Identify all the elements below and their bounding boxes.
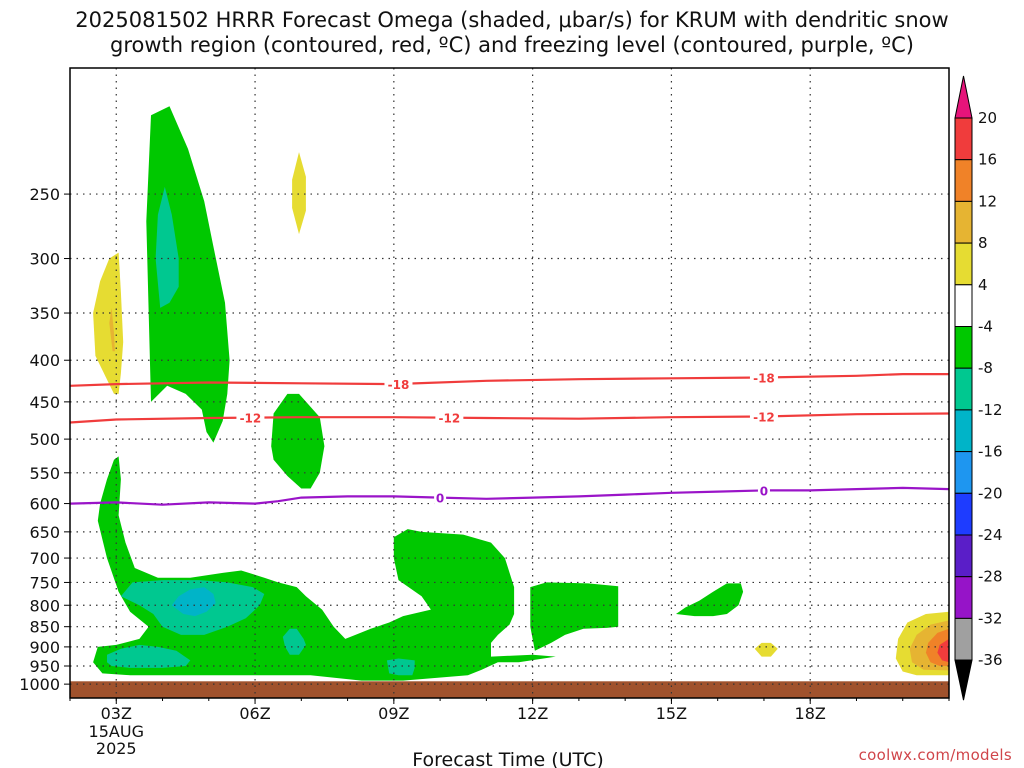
y-tick-label-550: 550 [29,464,60,483]
colorbar-box-4 [954,284,973,327]
colorbar-label-2: 12 [978,192,997,210]
colorbar-box-5 [954,326,973,369]
contour-label--12-0: -12 [240,412,262,426]
colorbar-label-5: -4 [978,318,993,336]
omega-region-5 [271,393,325,489]
omega-shading-layer [70,106,949,698]
colorbar-label-4: 4 [978,276,988,294]
colorbar-bottom-arrow [954,659,973,701]
colorbar-box-9 [954,492,973,536]
colorbar-label-8: -16 [978,443,1003,461]
y-tick-label-250: 250 [29,185,60,204]
chart-title-line2: growth region (contoured, red, ºC) and f… [110,33,914,57]
ground-fill [70,681,949,698]
colorbar-label-13: -36 [978,651,1003,669]
omega-region-1 [155,186,179,308]
colorbar: 20 16 12 8 4 -4 -8 -12 -16 -20 -24 -28 -32 -36 [954,75,1003,701]
contour-label-bg--12-1 [435,410,464,425]
x-tick-label-03Z: 03Z [101,704,132,723]
date-label-1: 2025 [96,739,137,758]
y-tick-label-300: 300 [29,250,60,269]
y-tick-label-450: 450 [29,393,60,412]
contour-layer: -18 -18 -12 -12 -12 0 0 [69,370,950,506]
colorbar-box-1 [954,159,973,202]
omega-region-3 [93,252,124,394]
x-tick-label-12Z: 12Z [517,704,548,723]
x-tick-label-15Z: 15Z [656,704,687,723]
colorbar-label-0: 20 [978,109,997,127]
omega-region-11 [386,658,415,676]
omega-region-10 [282,628,306,655]
contour-line--18 [69,373,949,387]
y-tick-label-750: 750 [29,573,60,592]
contour-label-bg--12-2 [749,409,778,424]
axes-layer: 2503003504004505005506006507007508008509… [19,67,950,758]
y-tick-label-850: 850 [29,618,60,637]
y-tick-label-500: 500 [29,430,60,449]
contour-label-0-0: 0 [436,492,444,506]
colorbar-label-3: 8 [978,234,988,252]
credit-text: coolwx.com/models [858,746,1012,764]
colorbar-box-0 [954,117,973,161]
colorbar-label-9: -20 [978,484,1003,502]
x-tick-label-06Z: 06Z [239,704,270,723]
omega-region-12 [530,582,619,651]
omega-region-18 [937,638,949,663]
omega-region-0 [146,106,230,443]
omega-region-13 [676,583,744,617]
colorbar-label-10: -24 [978,526,1003,544]
colorbar-label-12: -32 [978,609,1003,627]
colorbar-box-6 [954,367,973,411]
omega-region-7 [107,644,191,668]
colorbar-box-3 [954,242,973,286]
y-tick-label-800: 800 [29,596,60,615]
y-tick-label-400: 400 [29,351,60,370]
colorbar-box-11 [954,576,973,619]
colorbar-label-6: -8 [978,359,993,377]
chart-title-line1: 2025081502 HRRR Forecast Omega (shaded, … [75,8,949,32]
y-tick-label-650: 650 [29,523,60,542]
y-tick-label-900: 900 [29,638,60,657]
y-tick-label-350: 350 [29,304,60,323]
colorbar-box-7 [954,409,973,453]
y-tick-label-700: 700 [29,549,60,568]
contour-label-bg-0-1 [757,483,770,498]
chart-title: 2025081502 HRRR Forecast Omega (shaded, … [0,8,1024,58]
plot-frame [69,67,950,699]
colorbar-label-11: -28 [978,568,1003,586]
colorbar-box-10 [954,534,973,578]
x-tick-label-09Z: 09Z [378,704,409,723]
contour-label-bg--12-0 [236,410,265,425]
contour-label-bg--18-0 [384,376,413,391]
omega-region-14 [754,642,778,657]
colorbar-label-1: 16 [978,151,997,169]
colorbar-box-2 [954,200,973,244]
y-tick-label-1000: 1000 [19,675,60,694]
contour-line--12 [69,412,950,424]
contour-label-0-1: 0 [760,484,768,498]
colorbar-label-7: -12 [978,401,1003,419]
y-tick-label-950: 950 [29,657,60,676]
y-tick-label-600: 600 [29,495,60,514]
contour-line-0 [69,486,950,506]
contour-label--18-1: -18 [753,371,775,385]
colorbar-box-12 [954,617,973,661]
colorbar-box-8 [954,451,973,494]
grid-layer [70,68,949,698]
contour-label--12-1: -12 [439,412,461,426]
contour-label--18-0: -18 [388,378,410,392]
x-tick-label-18Z: 18Z [795,704,826,723]
x-axis-title: Forecast Time (UTC) [412,749,603,768]
colorbar-top-arrow [954,75,973,119]
omega-region-4 [109,307,115,352]
contour-label-bg-0-0 [434,490,447,505]
omega-region-9 [171,587,216,617]
date-label-0: 15AUG [89,722,144,741]
omega-region-2 [292,152,306,235]
contour-label--12-2: -12 [753,410,775,424]
contour-label-bg--18-1 [749,370,778,385]
